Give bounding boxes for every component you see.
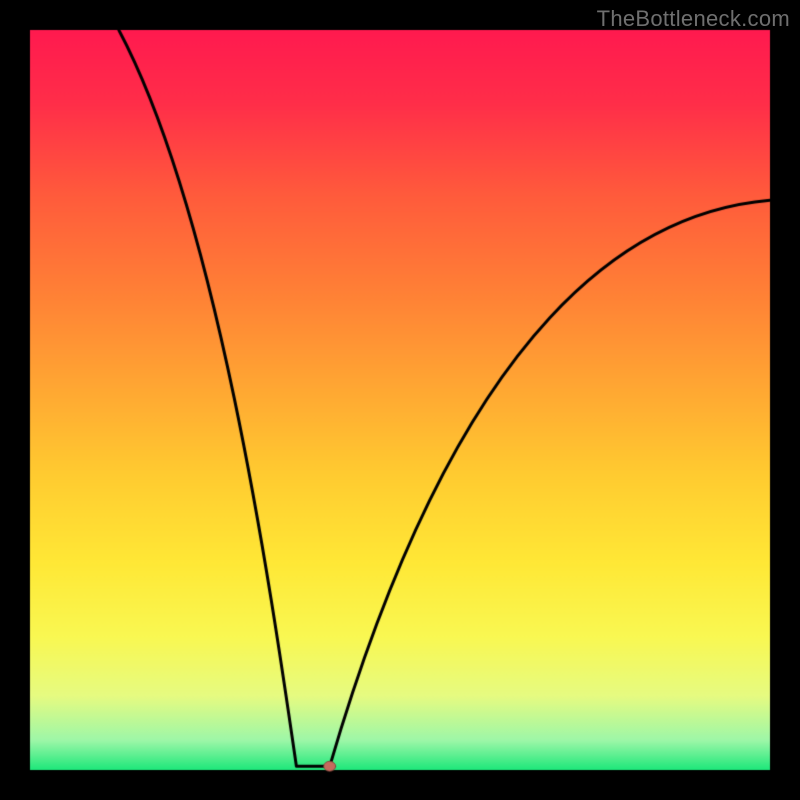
watermark-text: TheBottleneck.com [597, 6, 790, 32]
bottleneck-curve [0, 0, 800, 800]
chart-stage: TheBottleneck.com [0, 0, 800, 800]
